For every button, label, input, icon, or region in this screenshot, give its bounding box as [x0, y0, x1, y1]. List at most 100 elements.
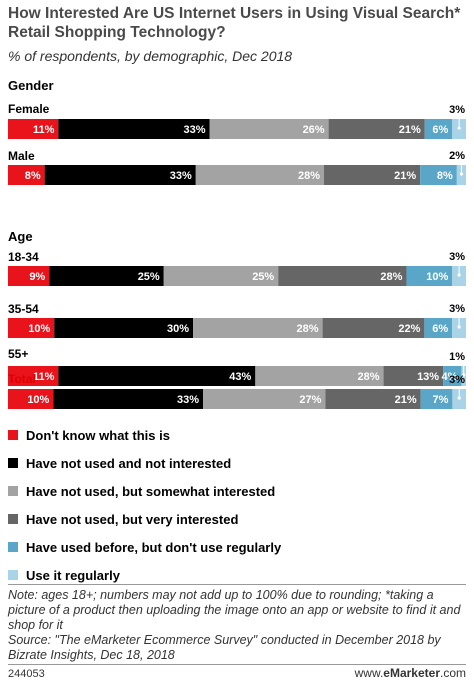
data-label: 6% — [432, 323, 448, 335]
label-pointer-dot — [457, 396, 461, 400]
data-label: 9% — [29, 271, 45, 283]
label-pointer-dot — [457, 126, 461, 130]
data-label: 10% — [426, 271, 448, 283]
label-pointer-dot — [457, 325, 461, 329]
bar-segment — [325, 389, 421, 409]
bar-segment — [163, 266, 279, 286]
data-label: 33% — [170, 170, 192, 182]
data-label: 26% — [303, 124, 325, 136]
label-pointer-dot — [459, 172, 464, 176]
label-pointer-dot — [457, 273, 461, 277]
data-label: 28% — [380, 271, 402, 283]
row-label-35-54: 35-54 — [8, 302, 39, 316]
legend-label: Have used before, but don't use regularl… — [26, 540, 282, 555]
data-label: 33% — [177, 394, 199, 406]
bar-segment — [424, 318, 453, 338]
brand-name: eMarketer — [383, 666, 440, 680]
bar-segment — [328, 119, 425, 139]
bar-segment — [8, 266, 50, 286]
bar-segment — [424, 119, 453, 139]
data-label: 10% — [28, 323, 50, 335]
brand-prefix: www. — [354, 666, 384, 680]
bar-segment — [44, 165, 196, 185]
bar-segment — [8, 318, 55, 338]
bar-segment — [420, 389, 453, 409]
bar-segment — [8, 165, 45, 185]
data-label: 3% — [449, 303, 465, 315]
data-label: 28% — [358, 371, 380, 383]
data-label: 4% — [442, 371, 458, 383]
data-label: 3% — [449, 104, 465, 116]
bar-segment — [195, 165, 325, 185]
data-label: 30% — [167, 323, 189, 335]
note-text: Note: ages 18+; numbers may not add up t… — [8, 588, 461, 632]
legend-swatch — [8, 570, 18, 580]
footer-divider — [8, 664, 466, 665]
data-label: 28% — [297, 323, 319, 335]
data-label: 11% — [33, 124, 55, 136]
group-label-gender: Gender — [8, 78, 54, 93]
bar-segment — [420, 165, 457, 185]
row-label-total: Total — [8, 372, 36, 386]
bar-segment — [278, 266, 407, 286]
brand-logo: www.eMarketer.com — [355, 666, 466, 680]
bar-segment — [8, 389, 54, 409]
legend-label: Have not used, but very interested — [26, 512, 239, 527]
bar-segment — [54, 318, 194, 338]
data-label: 8% — [437, 170, 453, 182]
data-label: 21% — [395, 394, 417, 406]
data-label: 3% — [449, 251, 465, 263]
legend-swatch — [8, 430, 18, 440]
chart-title: How Interested Are US Internet Users in … — [8, 5, 461, 41]
bar-segment — [443, 366, 462, 386]
group-label-age: Age — [8, 229, 33, 244]
legend-swatch — [8, 514, 18, 524]
bar-segment — [255, 366, 384, 386]
legend-swatch — [8, 486, 18, 496]
data-label: 21% — [394, 170, 416, 182]
bar-segment — [49, 266, 164, 286]
legend-label: Don't know what this is — [26, 428, 170, 443]
row-label-18-34: 18-34 — [8, 250, 39, 264]
data-label: 6% — [432, 124, 448, 136]
chart-notes: Note: ages 18+; numbers may not add up t… — [8, 588, 470, 663]
bar-segment — [53, 389, 203, 409]
label-pointer-dot — [462, 373, 466, 377]
data-label: 8% — [25, 170, 41, 182]
data-label: 25% — [138, 271, 160, 283]
row-label-female: Female — [8, 102, 50, 116]
data-label: 1% — [449, 351, 465, 363]
chart-id: 244053 — [8, 668, 45, 680]
bar-segment — [322, 318, 425, 338]
legend-label: Have not used, but somewhat interested — [26, 484, 276, 499]
bar-segment — [209, 119, 329, 139]
bar-segment — [58, 366, 256, 386]
chart-subtitle: % of respondents, by demographic, Dec 20… — [8, 48, 293, 64]
data-label: 27% — [299, 394, 321, 406]
data-label: 28% — [298, 170, 320, 182]
data-label: 22% — [398, 323, 420, 335]
legend-label: Use it regularly — [26, 568, 120, 583]
source-text: Source: "The eMarketer Ecommerce Survey"… — [8, 633, 441, 662]
row-label-55+: 55+ — [8, 347, 28, 361]
data-label: 21% — [399, 124, 421, 136]
data-label: 25% — [252, 271, 274, 283]
data-label: 11% — [33, 371, 55, 383]
data-label: 2% — [449, 150, 465, 162]
legend-swatch — [8, 458, 18, 468]
bar-segment — [8, 366, 59, 386]
bar-segment — [406, 266, 453, 286]
data-label: 33% — [183, 124, 205, 136]
bar-segment — [324, 165, 421, 185]
bar-segment — [8, 119, 59, 139]
data-label: 3% — [449, 374, 465, 386]
data-label: 43% — [229, 371, 251, 383]
bar-segment — [202, 389, 326, 409]
row-label-male: Male — [8, 149, 35, 163]
data-label: 13% — [417, 371, 439, 383]
notes-divider — [8, 584, 466, 585]
legend-label: Have not used and not interested — [26, 456, 232, 471]
data-label: 10% — [27, 394, 49, 406]
brand-suffix: .com — [439, 666, 466, 680]
